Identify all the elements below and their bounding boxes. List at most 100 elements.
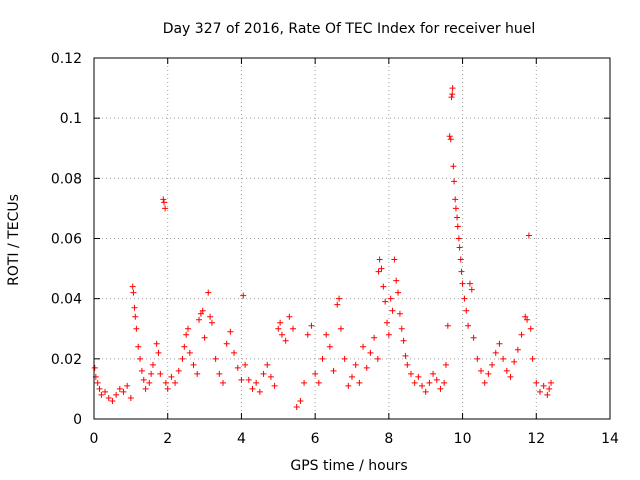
data-point (463, 307, 470, 314)
data-point (389, 307, 396, 314)
data-point (470, 334, 477, 341)
y-tick-label: 0.04 (51, 292, 82, 308)
y-tick-label: 0.12 (51, 51, 82, 67)
x-tick-label: 2 (163, 431, 172, 447)
data-point (518, 331, 525, 338)
y-tick-label: 0.1 (60, 111, 82, 127)
data-point (378, 265, 385, 272)
data-point (352, 361, 359, 368)
data-point (391, 256, 398, 263)
x-tick-label: 12 (527, 431, 545, 447)
data-point (234, 364, 241, 371)
x-tick-label: 6 (311, 431, 320, 447)
data-point (130, 289, 137, 296)
data-point (282, 337, 289, 344)
data-point (162, 205, 169, 212)
chart-title: Day 327 of 2016, Rate Of TEC Index for r… (163, 21, 536, 37)
data-point (503, 367, 510, 374)
data-point (96, 385, 103, 392)
data-point (387, 295, 394, 302)
data-point (492, 349, 499, 356)
data-point (199, 307, 206, 314)
data-point (447, 136, 454, 143)
data-point (105, 394, 112, 401)
data-point (448, 94, 455, 101)
data-point (102, 388, 109, 395)
data-point (91, 364, 98, 371)
data-point (164, 385, 171, 392)
data-point (94, 379, 101, 386)
data-point (155, 349, 162, 356)
data-point (109, 397, 116, 404)
data-point (277, 319, 284, 326)
data-point (179, 355, 186, 362)
data-point (525, 232, 532, 239)
data-point (186, 349, 193, 356)
data-point (468, 286, 475, 293)
x-tick-label: 14 (601, 431, 619, 447)
data-point (527, 325, 534, 332)
data-point (138, 367, 145, 374)
data-point (133, 325, 140, 332)
data-point (162, 379, 169, 386)
data-point (450, 163, 457, 170)
data-point (461, 295, 468, 302)
data-point (524, 316, 531, 323)
data-point (441, 379, 448, 386)
data-point (242, 361, 249, 368)
data-point (172, 379, 179, 386)
data-point (137, 355, 144, 362)
data-point (376, 256, 383, 263)
data-point (334, 301, 341, 308)
plot-frame (93, 57, 611, 420)
points-layer (91, 85, 555, 410)
data-point (449, 85, 456, 92)
data-point (458, 268, 465, 275)
data-point (444, 322, 451, 329)
data-point (124, 382, 131, 389)
data-point (382, 298, 389, 305)
data-point (127, 394, 134, 401)
data-point (278, 331, 285, 338)
data-point (451, 178, 458, 185)
data-point (245, 376, 252, 383)
data-point (481, 379, 488, 386)
data-point (336, 295, 343, 302)
data-point (489, 361, 496, 368)
data-point (426, 379, 433, 386)
x-tick-label: 4 (237, 431, 246, 447)
data-point (514, 346, 521, 353)
data-point (400, 337, 407, 344)
data-point (371, 334, 378, 341)
data-point (208, 319, 215, 326)
data-point (157, 370, 164, 377)
data-point (184, 325, 191, 332)
data-point (275, 325, 282, 332)
grid-layer (94, 58, 610, 419)
data-point (129, 283, 136, 290)
data-point (375, 268, 382, 275)
data-point (312, 370, 319, 377)
data-point (323, 331, 330, 338)
data-point (308, 322, 315, 329)
x-tick-label: 8 (384, 431, 393, 447)
data-point (253, 379, 260, 386)
data-point (457, 256, 464, 263)
data-point (337, 325, 344, 332)
x-axis-label: GPS time / hours (290, 458, 407, 474)
data-point (454, 214, 461, 221)
data-point (407, 370, 414, 377)
data-point (356, 379, 363, 386)
data-point (220, 379, 226, 386)
data-point (367, 349, 374, 356)
data-point (326, 343, 333, 350)
data-point (478, 367, 484, 374)
data-point (223, 340, 230, 347)
data-point (341, 355, 348, 362)
data-point (529, 355, 536, 362)
data-point (161, 199, 168, 206)
y-axis-label: ROTI / TECUs (6, 194, 22, 286)
data-point (404, 361, 411, 368)
data-point (315, 379, 322, 386)
